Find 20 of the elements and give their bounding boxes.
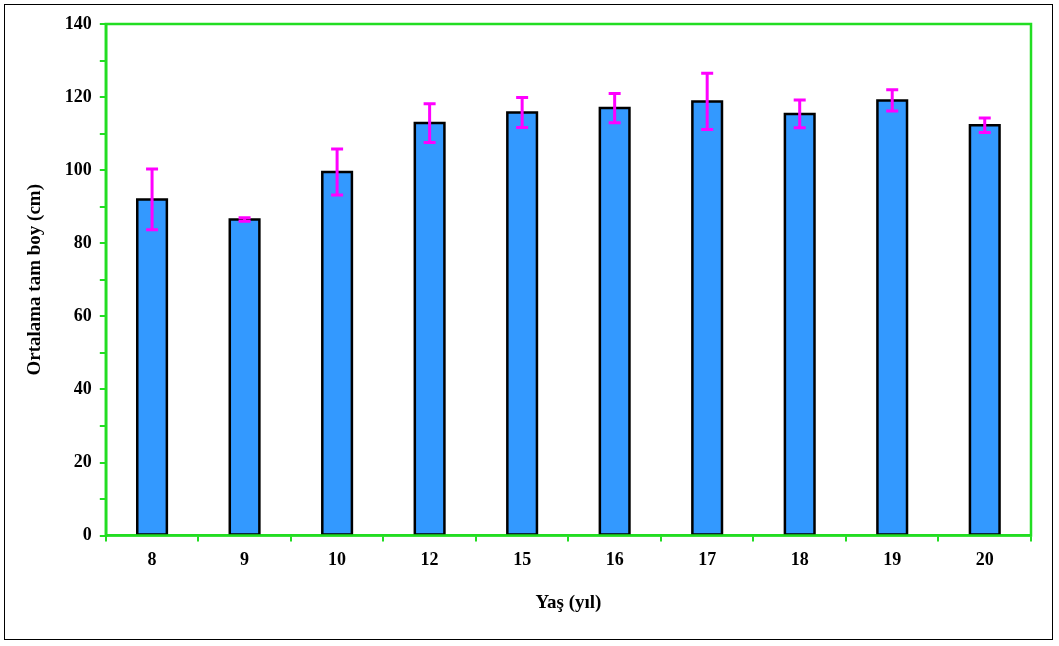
x-tick-label: 17 [698,549,717,570]
y-tick-label: 60 [73,305,92,325]
y-tick-label: 140 [64,12,92,33]
x-tick-label: 8 [147,549,157,570]
x-tick-label: 9 [240,549,250,570]
x-tick-label: 19 [883,549,902,570]
y-axis-title: Ortalama tam boy (cm) [23,184,46,376]
y-tick-label: 0 [82,524,92,545]
x-tick-label: 20 [975,549,994,570]
x-tick-label: 12 [420,549,439,570]
x-tick-label: 15 [513,549,532,570]
y-tick-label: 120 [64,85,92,106]
y-tick-label: 100 [64,158,92,179]
x-tick-label: 16 [605,549,624,570]
x-tick-label: 18 [790,549,809,570]
y-tick-label: 40 [73,378,92,399]
y-tick-label: 20 [73,451,92,472]
x-axis-title: Yaş (yıl) [535,590,602,613]
y-tick-label: 80 [73,231,92,252]
x-tick-label: 10 [328,549,347,570]
